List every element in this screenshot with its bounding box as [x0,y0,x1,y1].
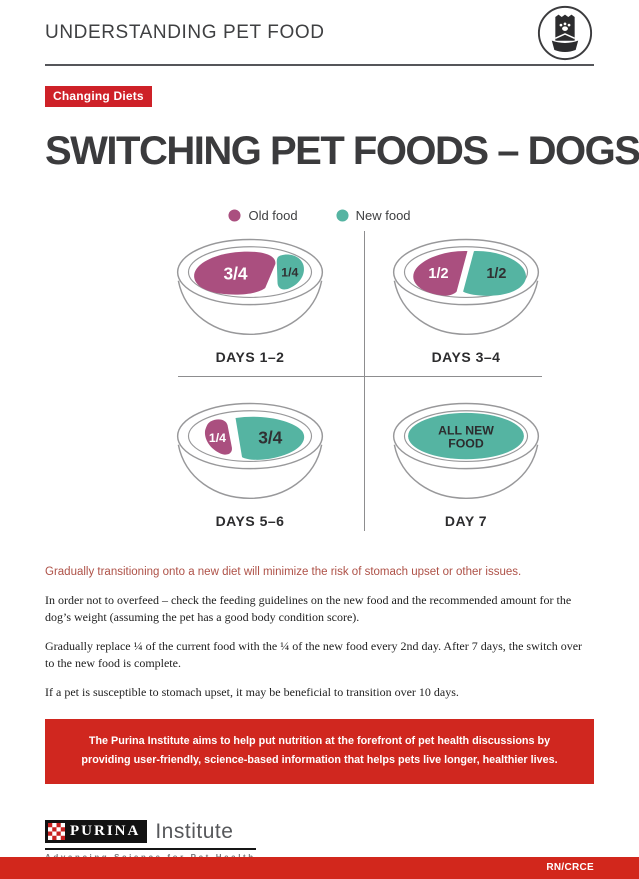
horizontal-divider [178,376,542,377]
section-badge: Changing Diets [45,86,152,107]
bowl-days-1-2: 3/4 1/4 DAYS 1–2 [170,233,330,365]
legend-item-old-food: Old food [228,208,298,223]
old-food-dot-icon [228,209,241,222]
bowl-caption: DAYS 5–6 [215,513,285,529]
purina-wordmark: PURINA [70,823,141,840]
vertical-divider [364,231,365,531]
bowl-day-7: ALL NEW FOOD DAY 7 [386,397,546,529]
purina-institute-logo: PURINA Institute Advancing Science for P… [45,820,256,862]
bowl-icon: ALL NEW FOOD [392,402,540,500]
purina-logo-box: PURINA [45,820,148,844]
portion-new-label-line2: FOOD [448,437,484,451]
bowl-icon: 1/4 3/4 [176,402,324,500]
paragraph-overfeed: In order not to overfeed – check the fee… [45,593,572,625]
legend-label-old-food: Old food [248,208,298,223]
portion-new-label-line1: ALL NEW [438,424,494,438]
footer-bar: RN/CRCE [0,857,639,879]
paragraph-replace: Gradually replace ¼ of the current food … [45,638,583,671]
document-title: UNDERSTANDING PET FOOD [45,22,325,43]
callout-line-2: providing user-friendly, science-based i… [81,753,558,766]
bowl-icon: 3/4 1/4 [176,238,324,336]
bowl-caption: DAY 7 [444,513,488,529]
purina-institute-callout: The Purina Institute aims to help put nu… [45,718,594,784]
portion-old-label: 1/2 [428,266,448,282]
callout-line-1: The Purina Institute aims to help put nu… [88,734,551,747]
new-food-dot-icon [336,209,349,222]
page-title: SWITCHING PET FOODS – DOGS [45,129,639,173]
portion-new-label: 1/2 [486,266,506,282]
body-copy: In order not to overfeed – check the fee… [45,592,594,701]
transition-diagram: 3/4 1/4 DAYS 1–2 1/2 1/2 DAYS 3–4 [45,229,594,541]
institute-wordmark: Institute [155,819,234,843]
header-divider [45,64,594,66]
portion-old-label: 3/4 [223,263,247,283]
bowl-caption: DAYS 3–4 [431,349,501,365]
bowl-days-3-4: 1/2 1/2 DAYS 3–4 [386,233,546,365]
logo-divider [45,847,256,850]
legend-item-new-food: New food [336,208,411,223]
paragraph-susceptible: If a pet is susceptible to stomach upset… [45,684,459,699]
portion-new-label: 1/4 [281,265,298,279]
legend: Old food New food [45,208,594,223]
legend-label-new-food: New food [355,208,411,223]
purina-checkerboard-icon [48,823,65,841]
header: UNDERSTANDING PET FOOD [45,0,594,62]
bowl-caption: DAYS 1–2 [215,349,285,365]
bowl-icon: 1/2 1/2 [392,238,540,336]
bowl-days-5-6: 1/4 3/4 DAYS 5–6 [170,397,330,529]
portion-new-label: 3/4 [258,427,282,447]
pet-food-bag-and-bowl-icon [536,4,594,62]
portion-old-label: 1/4 [209,431,226,445]
lead-sentence: Gradually transitioning onto a new diet … [45,566,522,578]
footer-code: RN/CRCE [546,862,594,873]
